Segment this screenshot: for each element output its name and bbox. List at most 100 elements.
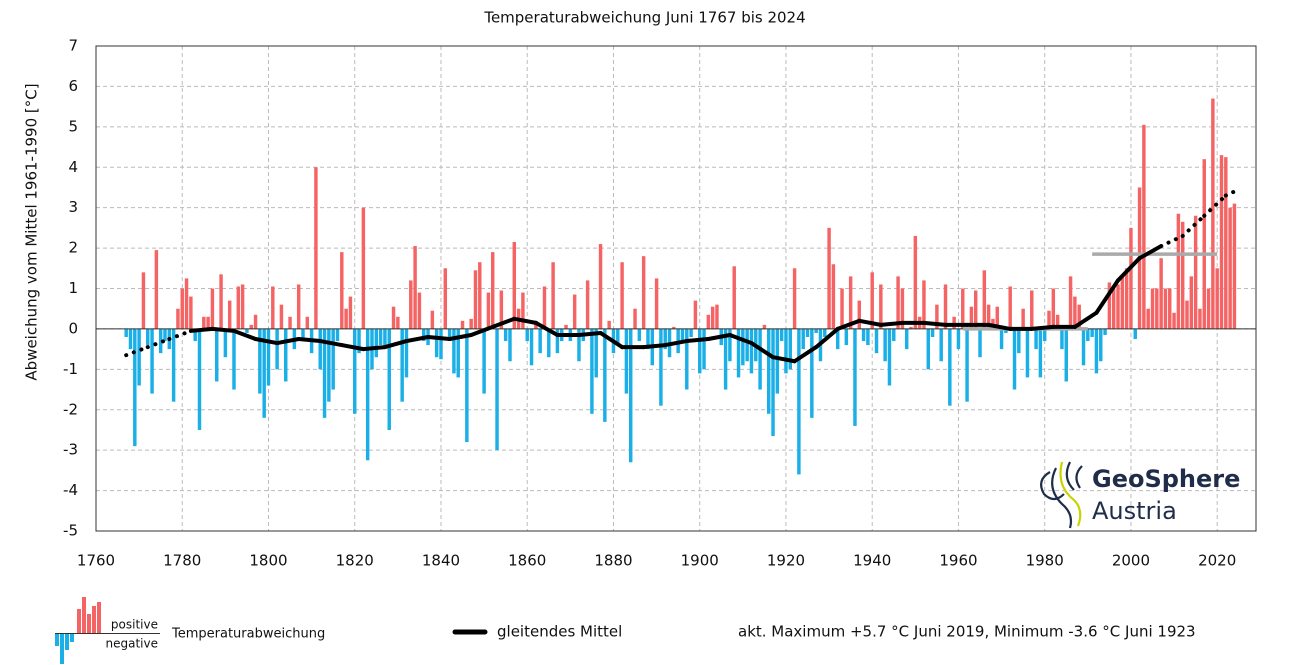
bar xyxy=(1202,159,1206,329)
moving-average xyxy=(1137,244,1164,261)
bar xyxy=(723,328,728,390)
legend-line: gleitendes Mittel xyxy=(497,623,622,641)
bar xyxy=(616,328,620,346)
bar xyxy=(318,328,322,370)
y-tick-label: -2 xyxy=(63,400,78,418)
bar xyxy=(1060,328,1064,350)
bar xyxy=(547,328,551,358)
bar xyxy=(1047,310,1051,329)
bar xyxy=(1120,276,1125,329)
moving-average xyxy=(576,330,603,337)
bar xyxy=(396,316,400,329)
bar xyxy=(827,227,831,329)
bar xyxy=(344,308,348,329)
bar xyxy=(482,328,486,394)
bar xyxy=(771,328,775,437)
bar xyxy=(1055,314,1060,329)
bar xyxy=(1159,258,1163,329)
bar xyxy=(598,244,603,329)
bar xyxy=(965,328,969,402)
bar xyxy=(223,328,228,358)
logo-title: GeoSphere xyxy=(1092,465,1240,493)
bar xyxy=(853,328,857,426)
moving-average xyxy=(339,343,366,352)
moving-average xyxy=(1116,256,1142,283)
bar xyxy=(1150,288,1155,329)
bar xyxy=(473,270,478,329)
bar xyxy=(253,314,258,329)
bar xyxy=(577,328,581,362)
bar xyxy=(706,314,711,329)
bar xyxy=(844,328,849,346)
moving-average xyxy=(382,339,409,350)
bar xyxy=(564,324,568,329)
bar xyxy=(271,286,275,329)
bar xyxy=(413,246,417,329)
bar xyxy=(874,328,879,354)
bar xyxy=(969,306,974,329)
moving-average xyxy=(878,320,905,327)
bar xyxy=(443,268,448,329)
y-tick-label: 3 xyxy=(68,198,78,216)
bar xyxy=(784,328,788,374)
bar xyxy=(495,328,499,451)
x-tick-label: 1840 xyxy=(422,552,460,570)
moving-average xyxy=(1202,193,1228,218)
moving-average xyxy=(771,355,797,364)
moving-average xyxy=(1029,324,1056,331)
bar xyxy=(202,316,206,329)
moving-average xyxy=(469,324,495,337)
bar xyxy=(227,300,232,329)
y-tick-label: 6 xyxy=(68,77,78,95)
bar xyxy=(641,256,646,329)
bar xyxy=(736,328,741,378)
moving-average xyxy=(921,320,948,327)
bar xyxy=(1155,288,1159,329)
x-tick-label: 1800 xyxy=(249,552,287,570)
bar xyxy=(935,304,939,329)
y-tick-label: -1 xyxy=(63,360,78,378)
bar xyxy=(327,328,331,402)
bar xyxy=(1094,328,1099,374)
moving-average xyxy=(792,345,819,364)
bar xyxy=(766,328,771,414)
bar xyxy=(900,288,905,329)
bar xyxy=(521,292,525,329)
moving-average xyxy=(727,332,754,346)
bar xyxy=(335,328,340,342)
bar xyxy=(624,328,629,394)
bar xyxy=(1129,227,1133,329)
bar xyxy=(275,328,279,370)
bar xyxy=(1232,203,1237,329)
bar xyxy=(137,328,141,386)
bar xyxy=(1090,328,1094,337)
bar xyxy=(508,328,512,362)
bar xyxy=(995,306,999,329)
bar xyxy=(258,328,262,394)
bar xyxy=(1168,288,1172,329)
bar xyxy=(680,328,685,342)
bar xyxy=(961,288,965,329)
bar xyxy=(322,328,327,418)
bar xyxy=(805,328,810,337)
bar xyxy=(1180,221,1185,329)
bar xyxy=(590,328,594,414)
bar xyxy=(1224,157,1228,329)
bar xyxy=(663,328,667,350)
bar xyxy=(1068,276,1073,329)
legend-positive: positive xyxy=(111,618,158,632)
bar xyxy=(301,328,305,342)
bar xyxy=(745,328,749,362)
moving-average xyxy=(706,332,732,342)
bar xyxy=(1111,288,1116,329)
bar xyxy=(887,328,892,386)
bar xyxy=(529,328,534,366)
bar xyxy=(1133,328,1137,340)
x-tick-label: 1820 xyxy=(336,552,374,570)
bar xyxy=(952,316,956,329)
moving-average xyxy=(296,337,323,344)
bar xyxy=(374,328,379,358)
bar xyxy=(904,328,909,350)
bar xyxy=(1012,328,1017,390)
bar xyxy=(249,324,253,329)
